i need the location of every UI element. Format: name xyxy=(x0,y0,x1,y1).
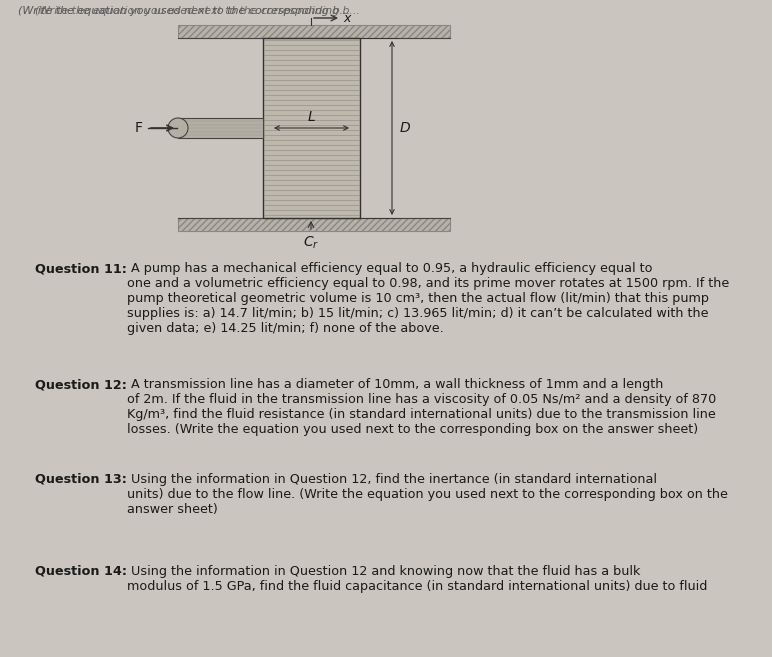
Text: Using the information in Question 12, find the inertance (in standard internatio: Using the information in Question 12, fi… xyxy=(127,473,728,516)
Text: L: L xyxy=(307,110,316,124)
Text: (Write the equation you used next to the corresponding b...: (Write the equation you used next to the… xyxy=(18,6,350,16)
Bar xyxy=(263,38,360,218)
Text: $C_r$: $C_r$ xyxy=(303,235,319,252)
Text: F: F xyxy=(135,121,143,135)
Text: Question 11:: Question 11: xyxy=(35,262,127,275)
Text: A pump has a mechanical efficiency equal to 0.95, a hydraulic efficiency equal t: A pump has a mechanical efficiency equal… xyxy=(127,262,729,335)
Text: (Write the equation you used next to the corresponding b...: (Write the equation you used next to the… xyxy=(35,6,360,16)
Text: Question 12:: Question 12: xyxy=(35,378,127,391)
Bar xyxy=(178,118,263,138)
Text: Question 14:: Question 14: xyxy=(35,565,127,578)
Text: x: x xyxy=(343,12,350,24)
Text: Question 13:: Question 13: xyxy=(35,473,127,486)
Bar xyxy=(178,25,450,38)
Circle shape xyxy=(168,118,188,138)
Text: D: D xyxy=(400,121,411,135)
Text: A transmission line has a diameter of 10mm, a wall thickness of 1mm and a length: A transmission line has a diameter of 10… xyxy=(127,378,716,436)
Text: Using the information in Question 12 and knowing now that the fluid has a bulk
m: Using the information in Question 12 and… xyxy=(127,565,707,593)
Bar xyxy=(178,218,450,231)
